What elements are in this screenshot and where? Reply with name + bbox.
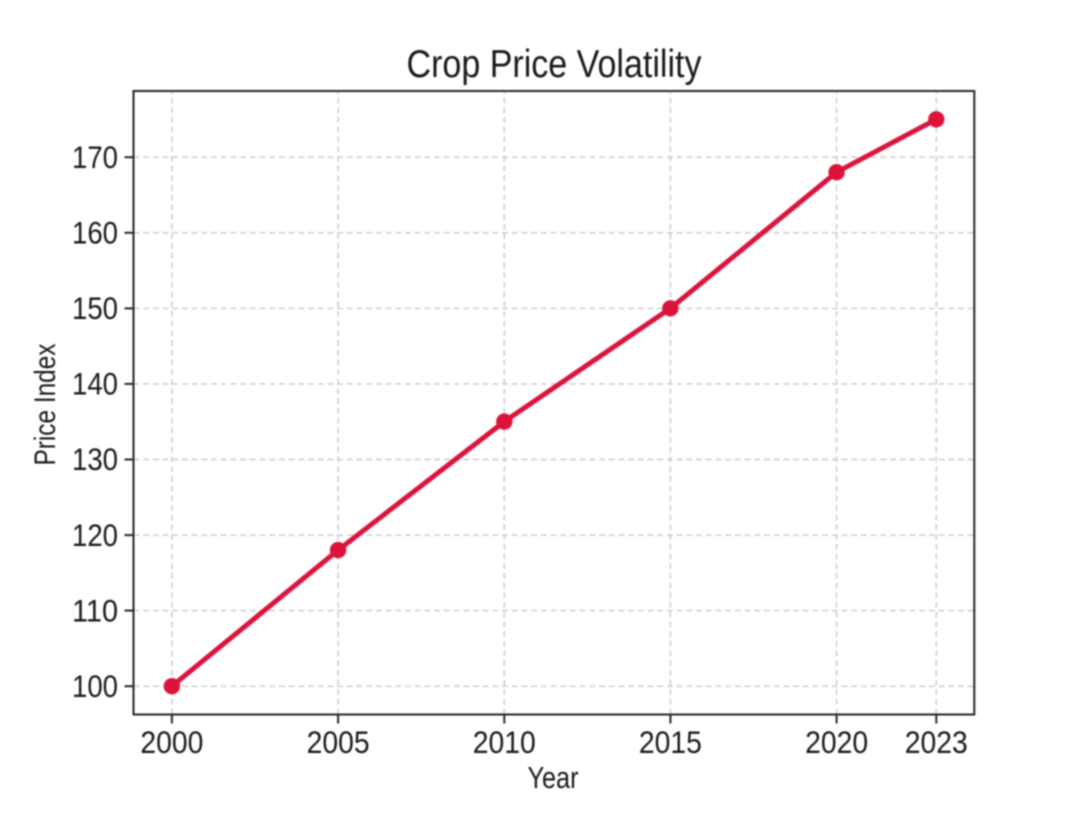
svg-text:140: 140 <box>72 366 118 402</box>
svg-text:Year: Year <box>528 760 579 795</box>
svg-text:Price Index: Price Index <box>29 344 62 466</box>
svg-text:160: 160 <box>72 215 118 251</box>
svg-text:170: 170 <box>72 139 118 175</box>
svg-text:150: 150 <box>72 290 118 326</box>
svg-text:110: 110 <box>72 592 118 628</box>
svg-text:120: 120 <box>72 517 118 553</box>
svg-text:2020: 2020 <box>805 724 868 760</box>
svg-text:2005: 2005 <box>307 724 370 760</box>
svg-text:2015: 2015 <box>639 724 702 760</box>
svg-text:2010: 2010 <box>473 724 536 760</box>
svg-text:100: 100 <box>72 668 118 704</box>
svg-text:2023: 2023 <box>905 724 968 760</box>
svg-text:2000: 2000 <box>140 724 203 760</box>
svg-text:Crop Price Volatility: Crop Price Volatility <box>407 43 703 86</box>
svg-text:130: 130 <box>72 441 118 477</box>
